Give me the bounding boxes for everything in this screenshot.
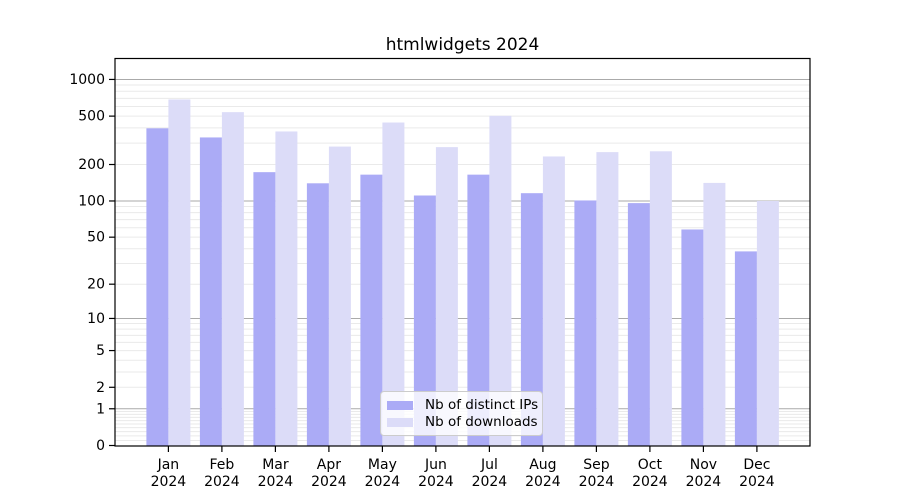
bar-distinct-ips-dec: [734, 251, 757, 446]
bar-downloads-apr: [328, 146, 351, 446]
legend: Nb of distinct IPs Nb of downloads: [380, 391, 543, 436]
legend-label-downloads: Nb of downloads: [425, 414, 538, 430]
y-tick-label: 2: [96, 380, 105, 396]
bar-downloads-mar: [275, 131, 298, 446]
x-tick-label-month: Dec: [743, 457, 770, 473]
y-tick-label: 0: [96, 438, 105, 454]
x-tick-label-year: 2024: [365, 474, 401, 490]
bar-downloads-oct: [649, 151, 672, 446]
y-tick-label: 1: [96, 401, 105, 417]
y-tick-label: 500: [78, 109, 105, 125]
x-tick-label-year: 2024: [258, 474, 294, 490]
y-tick-label: 20: [87, 277, 105, 293]
x-tick-label-year: 2024: [151, 474, 187, 490]
x-tick-label-month: Feb: [210, 457, 235, 473]
bar-distinct-ips-jul: [467, 174, 490, 446]
x-tick-label-month: Apr: [317, 457, 341, 473]
legend-swatch-distinct-ips: [387, 400, 413, 410]
bar-distinct-ips-may: [360, 174, 383, 446]
legend-item-distinct-ips: Nb of distinct IPs: [387, 397, 542, 413]
y-tick-label: 200: [78, 157, 105, 173]
y-tick-label: 5: [96, 343, 105, 359]
bar-distinct-ips-mar: [253, 172, 276, 446]
bar-distinct-ips-sep: [574, 200, 597, 446]
x-tick-label-year: 2024: [525, 474, 561, 490]
x-tick-label-year: 2024: [204, 474, 240, 490]
chart-title: htmlwidgets 2024: [385, 35, 540, 55]
x-tick-label-year: 2024: [311, 474, 347, 490]
x-tick-label-month: Aug: [529, 457, 556, 473]
bar-downloads-aug: [542, 156, 565, 446]
x-tick-label-month: Oct: [638, 457, 663, 473]
bar-distinct-ips-jan: [146, 128, 169, 446]
y-tick-label: 1000: [69, 72, 105, 88]
bar-distinct-ips-oct: [627, 203, 650, 446]
bar-downloads-feb: [221, 112, 244, 447]
legend-swatch-downloads: [387, 417, 413, 427]
bar-distinct-ips-nov: [681, 229, 704, 446]
x-tick-label-year: 2024: [418, 474, 454, 490]
bar-downloads-jan: [168, 99, 191, 447]
x-tick-label-month: Jul: [480, 457, 498, 473]
y-tick-label: 50: [87, 230, 105, 246]
bar-downloads-jul: [489, 115, 512, 447]
bar-downloads-may: [382, 122, 405, 446]
bar-downloads-jun: [435, 147, 458, 446]
x-tick-label-year: 2024: [632, 474, 668, 490]
bar-distinct-ips-feb: [199, 137, 222, 447]
x-tick-label-month: May: [368, 457, 397, 473]
x-tick-label-year: 2024: [579, 474, 615, 490]
bar-distinct-ips-apr: [306, 183, 329, 446]
bar-downloads-sep: [596, 152, 619, 446]
legend-label-distinct-ips: Nb of distinct IPs: [425, 397, 539, 413]
x-tick-label-month: Nov: [690, 457, 717, 473]
x-tick-label-month: Jun: [424, 457, 447, 473]
y-tick-label: 10: [87, 311, 105, 327]
x-tick-label-year: 2024: [472, 474, 508, 490]
plot-border: [114, 57, 811, 447]
bar-distinct-ips-jun: [413, 195, 436, 446]
x-tick-label-year: 2024: [686, 474, 722, 490]
x-tick-label-year: 2024: [739, 474, 775, 490]
bar-distinct-ips-aug: [520, 193, 543, 446]
x-tick-label-month: Mar: [262, 457, 289, 473]
y-tick-label: 100: [78, 193, 105, 209]
x-tick-label-month: Sep: [583, 457, 610, 473]
legend-item-downloads: Nb of downloads: [387, 414, 542, 430]
x-tick-label-month: Jan: [157, 457, 180, 473]
bar-downloads-nov: [703, 182, 726, 446]
bar-downloads-dec: [756, 200, 779, 446]
